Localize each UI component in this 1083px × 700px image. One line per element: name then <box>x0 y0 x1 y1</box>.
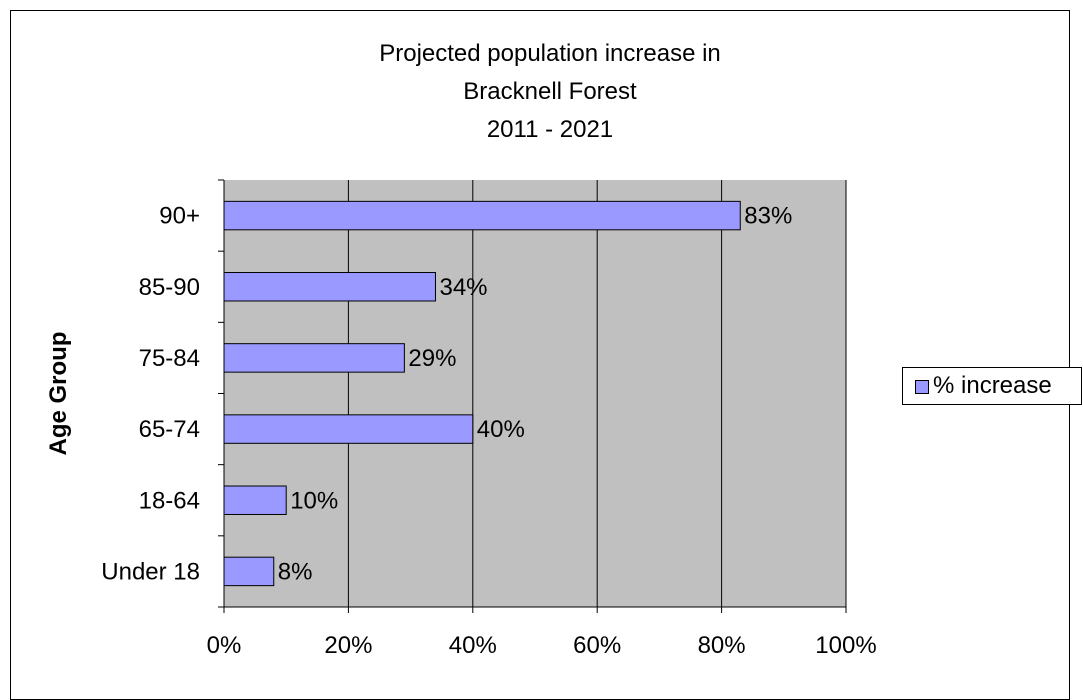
data-label-3: 29% <box>408 345 456 372</box>
y-tick-label-1: 18-64 <box>139 487 200 514</box>
bar-85-90 <box>223 272 436 302</box>
x-tick-label-5: 100% <box>815 632 876 659</box>
chart-title-line-2: Bracknell Forest <box>463 78 637 105</box>
bar-65-74 <box>223 414 474 444</box>
x-tick-label-1: 20% <box>324 632 372 659</box>
bar-75-84 <box>223 343 405 373</box>
legend: % increase <box>902 367 1082 405</box>
plot-area <box>224 180 846 607</box>
x-tick-label-3: 60% <box>573 632 621 659</box>
y-tick-label-2: 65-74 <box>139 416 200 443</box>
data-label-1: 10% <box>290 487 338 514</box>
x-tick-label-4: 80% <box>698 632 746 659</box>
bar-90- <box>223 200 741 231</box>
y-axis-title: Age Group <box>45 332 72 456</box>
y-tick-label-0: Under 18 <box>101 558 200 585</box>
data-label-2: 40% <box>477 416 525 443</box>
x-tick-label-0: 0% <box>207 632 242 659</box>
bar-under-18 <box>223 556 275 587</box>
legend-label: % increase <box>933 372 1052 399</box>
data-label-0: 8% <box>278 558 313 585</box>
legend-swatch <box>915 380 929 394</box>
bar-18-64 <box>223 485 287 515</box>
y-tick-label-5: 90+ <box>159 203 200 230</box>
chart-title-line-1: Projected population increase in <box>379 40 721 67</box>
y-tick-label-3: 75-84 <box>139 345 200 372</box>
x-tick-label-2: 40% <box>449 632 497 659</box>
data-label-5: 83% <box>744 203 792 230</box>
bar-chart: 0% 20% 40% 60% 80% 100% Under 18 8% 18-64 10% 65-7… <box>45 179 877 659</box>
y-tick-label-4: 85-90 <box>139 274 200 301</box>
data-label-4: 34% <box>439 274 487 301</box>
chart-title-line-3: 2011 - 2021 <box>486 116 614 143</box>
